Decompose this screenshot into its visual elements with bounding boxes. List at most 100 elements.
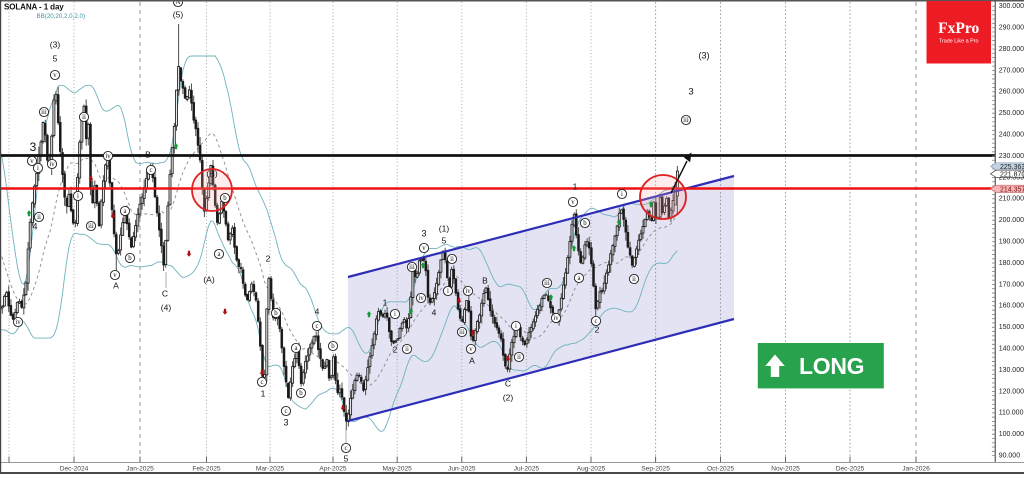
svg-text:240.000: 240.000 — [999, 132, 1024, 139]
svg-text:(1): (1) — [439, 223, 450, 233]
svg-text:iii: iii — [88, 223, 94, 230]
svg-text:a: a — [577, 275, 580, 282]
svg-text:260.000: 260.000 — [999, 89, 1024, 96]
svg-text:1: 1 — [383, 297, 388, 307]
svg-text:4: 4 — [432, 307, 437, 317]
svg-text:5: 5 — [53, 53, 58, 63]
svg-text:b: b — [583, 220, 587, 227]
svg-text:A: A — [469, 355, 475, 365]
svg-text:180.000: 180.000 — [999, 260, 1024, 267]
svg-text:Jun-2025: Jun-2025 — [448, 466, 476, 473]
svg-text:130.000: 130.000 — [999, 367, 1024, 374]
svg-text:(4): (4) — [161, 302, 172, 312]
svg-text:iv: iv — [105, 153, 111, 160]
svg-text:SOLANA - 1 day: SOLANA - 1 day — [4, 2, 64, 11]
svg-text:Trade Like a Pro: Trade Like a Pro — [939, 39, 979, 45]
svg-text:B: B — [145, 149, 151, 159]
svg-text:i: i — [394, 311, 396, 318]
svg-text:iv: iv — [49, 161, 55, 168]
svg-text:Jan-2026: Jan-2026 — [902, 466, 930, 473]
svg-text:221.870: 221.870 — [1000, 171, 1024, 178]
svg-text:i: i — [77, 193, 79, 200]
svg-text:4: 4 — [32, 221, 37, 231]
svg-text:iv: iv — [418, 295, 424, 302]
svg-text:(A): (A) — [203, 274, 215, 284]
svg-text:May-2025: May-2025 — [383, 466, 413, 473]
svg-text:300.000: 300.000 — [999, 3, 1024, 10]
svg-text:2: 2 — [266, 253, 271, 263]
svg-text:1: 1 — [573, 181, 578, 191]
svg-text:290.000: 290.000 — [999, 25, 1024, 32]
svg-text:i: i — [515, 323, 517, 330]
svg-text:90.000: 90.000 — [999, 453, 1021, 460]
svg-text:ii: ii — [632, 276, 636, 283]
svg-text:iii: iii — [409, 264, 415, 271]
svg-text:Aug-2025: Aug-2025 — [577, 466, 606, 473]
svg-text:iv: iv — [553, 315, 559, 322]
svg-text:b: b — [223, 195, 227, 202]
svg-text:230.000: 230.000 — [999, 153, 1024, 160]
svg-text:iii: iii — [544, 280, 550, 287]
svg-text:ii: ii — [517, 354, 521, 361]
svg-text:b: b — [128, 255, 132, 262]
svg-text:c: c — [149, 167, 152, 174]
svg-text:150.000: 150.000 — [999, 324, 1024, 331]
svg-text:C: C — [505, 378, 511, 388]
svg-text:Dec-2024: Dec-2024 — [60, 466, 89, 473]
svg-text:i: i — [621, 191, 623, 198]
svg-text:v: v — [30, 158, 34, 165]
svg-text:BB(20,20,2.0,2.0): BB(20,20,2.0,2.0) — [37, 13, 86, 20]
svg-text:ii: ii — [450, 256, 454, 263]
svg-text:i: i — [37, 165, 39, 172]
svg-text:Feb-2025: Feb-2025 — [192, 466, 221, 473]
svg-text:110.000: 110.000 — [999, 410, 1024, 417]
svg-text:(3): (3) — [699, 50, 710, 60]
svg-text:Sep-2025: Sep-2025 — [641, 466, 670, 473]
svg-text:214.357: 214.357 — [1000, 186, 1024, 193]
svg-text:i: i — [447, 288, 449, 295]
svg-text:4: 4 — [315, 306, 320, 316]
svg-text:280.000: 280.000 — [999, 46, 1024, 53]
svg-text:Oct-2025: Oct-2025 — [707, 466, 734, 473]
svg-text:c: c — [315, 323, 318, 330]
svg-text:a: a — [217, 251, 220, 258]
svg-text:iv: iv — [15, 319, 21, 326]
svg-text:120.000: 120.000 — [999, 388, 1024, 395]
svg-text:(2): (2) — [503, 392, 514, 402]
svg-text:Nov-2025: Nov-2025 — [771, 466, 800, 473]
svg-text:5: 5 — [344, 453, 349, 463]
svg-text:ii: ii — [405, 346, 409, 353]
svg-text:v: v — [469, 346, 473, 353]
svg-text:v: v — [53, 72, 57, 79]
svg-text:200.000: 200.000 — [999, 217, 1024, 224]
svg-text:a: a — [123, 208, 126, 215]
svg-text:FxPro: FxPro — [938, 20, 979, 37]
svg-text:160.000: 160.000 — [999, 303, 1024, 310]
svg-text:c: c — [344, 445, 347, 452]
svg-text:b: b — [331, 343, 335, 350]
svg-text:Jan-2025: Jan-2025 — [126, 466, 154, 473]
svg-text:C: C — [162, 288, 168, 298]
svg-text:iii: iii — [41, 109, 47, 116]
svg-text:100.000: 100.000 — [999, 431, 1024, 438]
svg-text:250.000: 250.000 — [999, 110, 1024, 117]
svg-text:3: 3 — [421, 228, 426, 238]
svg-text:Jul-2025: Jul-2025 — [514, 466, 540, 473]
svg-text:Apr-2025: Apr-2025 — [319, 466, 346, 473]
svg-text:iv: iv — [465, 288, 471, 295]
svg-text:A: A — [113, 280, 119, 290]
svg-text:LONG: LONG — [799, 353, 864, 379]
svg-text:ii: ii — [37, 214, 41, 221]
svg-text:iii: iii — [683, 117, 689, 124]
svg-text:2: 2 — [393, 344, 398, 354]
svg-text:5: 5 — [442, 235, 447, 245]
svg-text:c: c — [260, 379, 263, 386]
svg-text:(5): (5) — [173, 9, 184, 19]
svg-text:Dec-2025: Dec-2025 — [836, 466, 865, 473]
svg-text:B: B — [482, 275, 488, 285]
svg-text:3: 3 — [283, 417, 288, 427]
svg-text:Mar-2025: Mar-2025 — [256, 466, 285, 473]
svg-text:a: a — [294, 345, 297, 352]
svg-text:b: b — [274, 310, 278, 317]
svg-text:v: v — [571, 199, 575, 206]
